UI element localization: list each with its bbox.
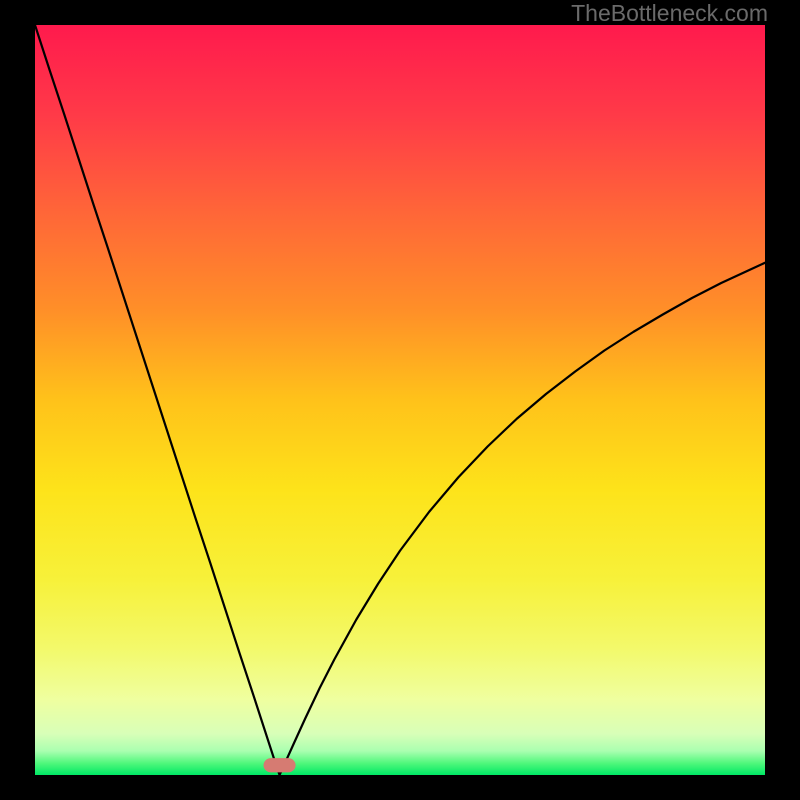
watermark-text: TheBottleneck.com	[571, 0, 768, 27]
plot-area	[35, 25, 765, 775]
chart-frame: TheBottleneck.com	[0, 0, 800, 800]
optimal-point-marker	[263, 758, 295, 772]
plot-svg	[35, 25, 765, 775]
gradient-background	[35, 25, 765, 775]
